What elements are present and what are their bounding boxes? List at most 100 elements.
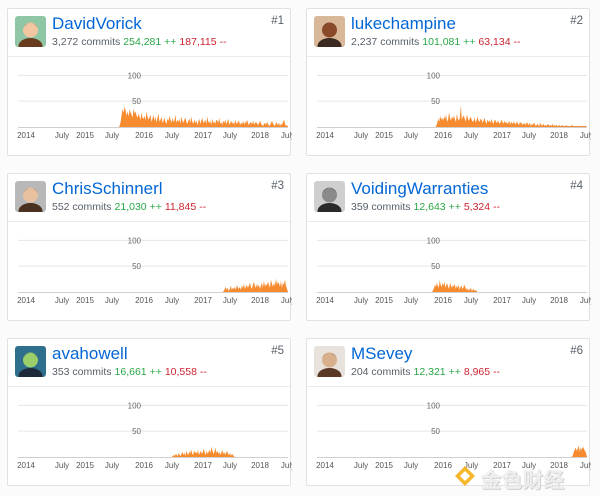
x-tick-label: July (281, 296, 292, 305)
portrait-avatar-icon[interactable] (15, 181, 46, 212)
rank-label: #2 (570, 15, 583, 27)
additions-count: 21,030 ++ (114, 201, 162, 213)
x-tick-label: 2018 (251, 131, 269, 140)
x-tick-label: July (223, 461, 237, 470)
x-tick-label: July (105, 461, 119, 470)
diamond-logo-icon (455, 466, 475, 486)
x-tick-label: July (55, 131, 69, 140)
deletions-count: 187,115 -- (179, 36, 227, 48)
x-tick-label: 2017 (194, 296, 212, 305)
username-link[interactable]: MSevey (351, 344, 413, 363)
x-tick-label: 2015 (76, 131, 94, 140)
x-tick-label: July (354, 131, 368, 140)
x-tick-label: July (55, 461, 69, 470)
username-link[interactable]: VoidingWarranties (351, 179, 489, 198)
y-tick-label: 100 (427, 401, 441, 410)
x-tick-label: 2015 (375, 131, 393, 140)
x-tick-label: 2014 (17, 461, 35, 470)
commit-stats: 2,237 commits 101,081 ++ 63,134 -- (351, 36, 520, 48)
watermark-text: 金色财经 (481, 470, 565, 492)
rank-label: #5 (271, 345, 284, 357)
commit-stats: 359 commits 12,643 ++ 5,324 -- (351, 201, 500, 213)
x-tick-label: July (55, 296, 69, 305)
commit-count[interactable]: 204 commits (351, 366, 411, 378)
activity-chart: 100 50 2014 July 2015 July 2016 July 2017 July 201… (17, 71, 292, 140)
x-tick-label: July (580, 461, 591, 470)
rank-label: #3 (271, 180, 284, 192)
card-header: VoidingWarranties 359 commits 12,643 ++ 5,3… (307, 174, 589, 222)
portrait-avatar-icon[interactable] (314, 346, 345, 377)
x-tick-label: 2017 (493, 461, 511, 470)
card-header: lukechampine 2,237 commits 101,081 ++ 63,13… (307, 9, 589, 57)
x-tick-label: 2017 (493, 296, 511, 305)
commit-area-series (317, 105, 587, 127)
y-tick-label: 100 (128, 236, 142, 245)
y-tick-label: 50 (132, 262, 141, 271)
commit-count[interactable]: 2,237 commits (351, 36, 420, 48)
watermark: 金色财经 (454, 464, 596, 492)
x-tick-label: July (522, 131, 536, 140)
y-tick-label: 100 (128, 401, 142, 410)
username-link[interactable]: lukechampine (351, 14, 456, 33)
commit-count[interactable]: 3,272 commits (52, 36, 121, 48)
contributor-card: VoidingWarranties 359 commits 12,643 ++ 5,3… (306, 173, 591, 321)
commit-area-series (317, 280, 587, 292)
deletions-count: 10,558 -- (164, 366, 207, 378)
x-tick-label: July (404, 461, 418, 470)
rank-label: #4 (570, 180, 583, 192)
rank-label: #1 (271, 15, 284, 27)
card-header: avahowell 353 commits 16,661 ++ 10,558 -- #5 (8, 339, 290, 387)
x-tick-label: July (464, 461, 478, 470)
x-tick-label: 2015 (375, 296, 393, 305)
x-tick-label: July (464, 131, 478, 140)
x-tick-label: July (105, 296, 119, 305)
username-link[interactable]: ChrisSchinnerl (52, 179, 163, 198)
landscape-avatar-icon[interactable] (314, 181, 345, 212)
x-tick-label: 2015 (76, 461, 94, 470)
additions-count: 12,321 ++ (413, 366, 461, 378)
y-tick-label: 100 (427, 236, 441, 245)
y-tick-label: 50 (132, 97, 141, 106)
username-link[interactable]: DavidVorick (52, 14, 142, 33)
x-tick-label: 2017 (194, 131, 212, 140)
x-tick-label: July (281, 461, 292, 470)
deletions-count: 8,965 -- (463, 366, 501, 378)
x-tick-label: July (165, 131, 179, 140)
x-tick-label: July (522, 296, 536, 305)
x-tick-label: 2018 (251, 296, 269, 305)
activity-chart: 100 50 2014 July 2015 July 2016 July 2017 July 201… (316, 236, 591, 305)
x-tick-label: 2017 (493, 131, 511, 140)
commit-area-series (18, 446, 288, 457)
x-tick-label: July (404, 296, 418, 305)
username-link[interactable]: avahowell (52, 344, 128, 363)
x-tick-label: 2014 (17, 296, 35, 305)
activity-chart: 100 50 2014 July 2015 July 2016 July 2017 July 201… (17, 401, 292, 470)
commit-count[interactable]: 552 commits (52, 201, 112, 213)
y-tick-label: 50 (431, 427, 440, 436)
contributor-card: avahowell 353 commits 16,661 ++ 10,558 -- #5… (7, 338, 292, 486)
x-tick-label: July (404, 131, 418, 140)
cartoon-avatar-icon[interactable] (15, 16, 46, 47)
y-tick-label: 100 (427, 71, 441, 80)
x-tick-label: 2018 (251, 461, 269, 470)
additions-count: 12,643 ++ (413, 201, 461, 213)
commit-count[interactable]: 353 commits (52, 366, 112, 378)
x-tick-label: July (223, 296, 237, 305)
x-tick-label: 2016 (135, 296, 153, 305)
x-tick-label: 2014 (17, 131, 35, 140)
contributor-card: DavidVorick 3,272 commits 254,281 ++ 187,11… (7, 8, 292, 156)
x-tick-label: July (354, 461, 368, 470)
x-tick-label: July (165, 296, 179, 305)
x-tick-label: 2018 (550, 461, 568, 470)
activity-chart: 100 50 2014 July 2015 July 2016 July 2017 July 201… (17, 236, 292, 305)
additions-count: 254,281 ++ (123, 36, 177, 48)
commit-count[interactable]: 359 commits (351, 201, 411, 213)
commit-stats: 353 commits 16,661 ++ 10,558 -- (52, 366, 207, 378)
pattern-avatar-icon[interactable] (15, 346, 46, 377)
photo-avatar-icon[interactable] (314, 16, 345, 47)
rank-label: #6 (570, 345, 583, 357)
x-tick-label: 2016 (434, 131, 452, 140)
x-tick-label: 2016 (135, 461, 153, 470)
x-tick-label: July (105, 131, 119, 140)
x-tick-label: July (223, 131, 237, 140)
